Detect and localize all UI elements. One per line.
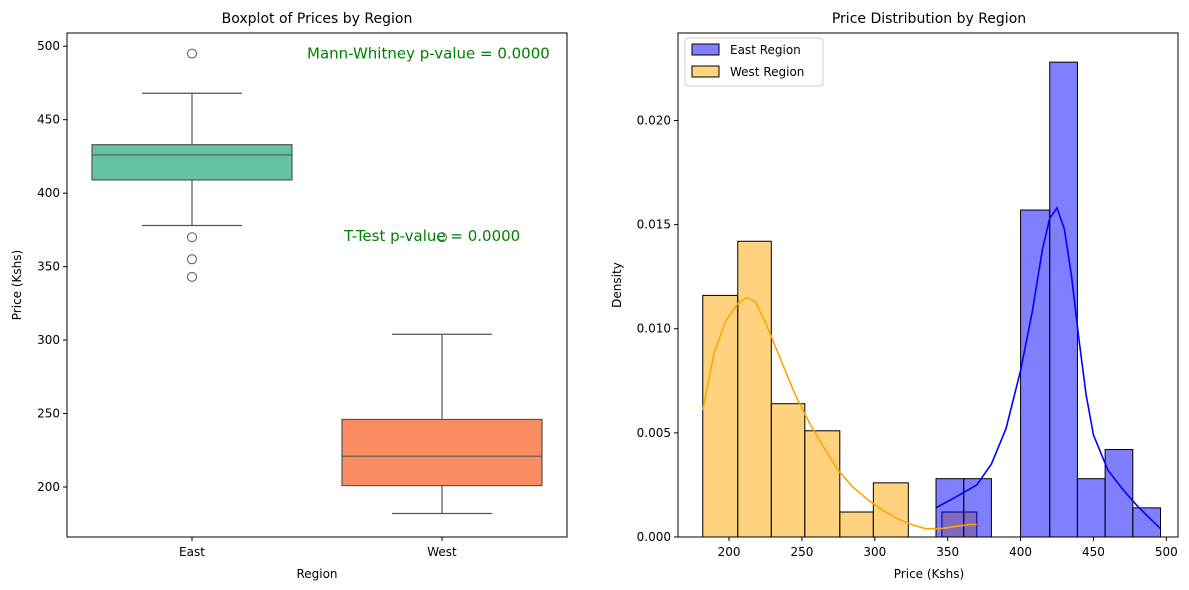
boxplot-x-tick-label: East [179, 545, 205, 559]
histogram-bar [770, 403, 806, 538]
boxplot-y-tick-label: 300 [37, 333, 60, 347]
histogram-bar [1020, 209, 1051, 538]
histogram-bar [839, 511, 874, 538]
boxplot-y-axis: 200 250 300 350 400 450 500 [37, 39, 67, 494]
histogram-legend: East Region West Region [684, 37, 824, 87]
box-east [91, 48, 293, 282]
histogram-frame [677, 32, 1179, 538]
boxplot-plot-area: Mann-Whitney p-value = 0.0000 T-Test p-va… [91, 45, 550, 515]
boxplot-y-tick-label: 200 [37, 480, 60, 494]
histogram-bar [872, 482, 909, 538]
histogram-x-tick-label: 200 [718, 545, 741, 559]
boxplot-title: Boxplot of Prices by Region [222, 11, 413, 27]
t-test-annotation: T-Test p-value = 0.0000 [343, 227, 520, 245]
box-west [341, 232, 543, 515]
histogram-bar [702, 294, 739, 538]
histogram-x-tick-label: 400 [1009, 545, 1032, 559]
histogram-x-tick-label: 300 [863, 545, 886, 559]
box-iqr [91, 144, 293, 181]
histogram-x-axis: 200 250 300 350 400 450 500 [718, 537, 1178, 559]
kde-line-west [702, 296, 977, 530]
boxplot-y-tick-label: 500 [37, 39, 60, 53]
kde-line-east [935, 206, 1162, 530]
histogram-plot-area [702, 61, 1162, 538]
histogram-bar [963, 478, 992, 538]
legend-label: East Region [730, 43, 801, 57]
mann-whitney-annotation: Mann-Whitney p-value = 0.0000 [307, 45, 550, 63]
histogram-bar [1104, 449, 1134, 538]
histogram-y-axis: 0.000 0.005 0.010 0.015 0.020 [637, 113, 678, 544]
histogram-bar [804, 430, 841, 538]
boxplot-x-tick-label: West [427, 545, 457, 559]
box-outlier [437, 232, 447, 243]
histogram-x-label: Price (Kshs) [894, 567, 964, 581]
boxplot-x-label: Region [296, 567, 337, 581]
legend-swatch [691, 65, 720, 78]
boxplot-y-label: Price (Kshs) [10, 250, 24, 320]
legend-label: West Region [730, 65, 804, 79]
boxplot-y-tick-label: 450 [37, 113, 60, 127]
box-outlier [187, 254, 197, 265]
boxplot-frame [66, 32, 568, 538]
histogram-bar [1132, 507, 1162, 538]
boxplot-x-axis: East West [179, 537, 457, 559]
histogram-x-tick-label: 250 [790, 545, 813, 559]
histogram-y-tick-label: 0.020 [637, 113, 671, 127]
histogram-y-label: Density [610, 262, 624, 308]
histogram-bar [1049, 61, 1078, 538]
histogram-y-tick-label: 0.015 [637, 218, 671, 232]
histogram-x-tick-label: 350 [936, 545, 959, 559]
histogram-series-east [935, 61, 1162, 538]
boxplot-y-tick-label: 400 [37, 186, 60, 200]
legend-swatch [691, 43, 720, 56]
boxplot-y-tick-label: 250 [37, 407, 60, 421]
histogram-x-tick-label: 450 [1082, 545, 1105, 559]
histogram-y-tick-label: 0.005 [637, 426, 671, 440]
histogram-title: Price Distribution by Region [832, 11, 1026, 27]
histogram-x-tick-label: 500 [1155, 545, 1178, 559]
box-outlier [187, 271, 197, 282]
box-outlier [187, 48, 197, 59]
histogram-y-tick-label: 0.000 [637, 530, 671, 544]
histogram-bar [737, 240, 772, 538]
box-outlier [187, 232, 197, 243]
boxplot-y-tick-label: 350 [37, 260, 60, 274]
boxplot-panel: Boxplot of Prices by Region Mann-Whitney… [10, 11, 568, 581]
histogram-bar [1076, 478, 1106, 538]
histogram-panel: Price Distribution by Region 0.0000.0050… [610, 11, 1179, 581]
box-iqr [341, 418, 543, 487]
histogram-y-tick-label: 0.010 [637, 322, 671, 336]
